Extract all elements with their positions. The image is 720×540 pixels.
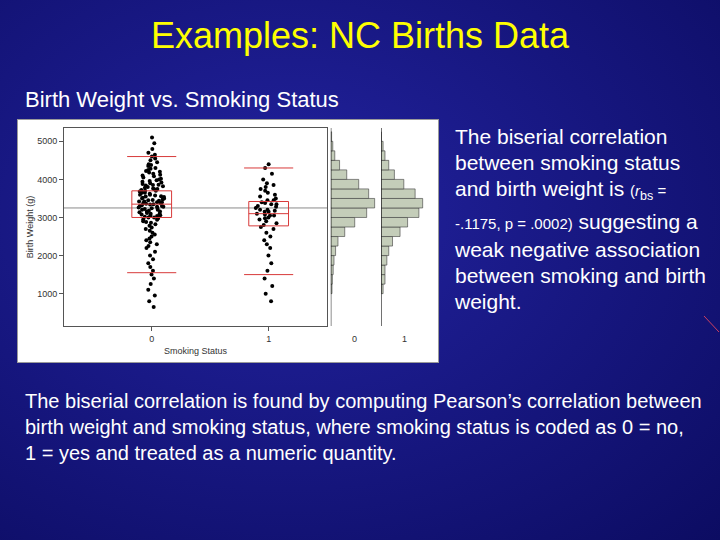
svg-text:2000: 2000 — [37, 251, 57, 261]
svg-text:1: 1 — [402, 334, 407, 344]
svg-text:1000: 1000 — [37, 289, 57, 299]
svg-text:0: 0 — [149, 334, 154, 344]
svg-text:5000: 5000 — [37, 136, 57, 146]
svg-text:Birth Weight (g): Birth Weight (g) — [25, 196, 35, 258]
svg-text:4000: 4000 — [37, 175, 57, 185]
html-text:Birth Weight vs. Smoking Statu: Birth Weight vs. Smoking Status — [25, 87, 339, 112]
html-text:The biserial correlation betwe: The biserial correlation between smoking… — [455, 125, 706, 313]
svg-text:Smoking Status: Smoking Status — [164, 346, 228, 356]
svg-text:1: 1 — [266, 334, 271, 344]
svg-text:0: 0 — [352, 334, 357, 344]
svg-text:3000: 3000 — [37, 213, 57, 223]
html-text:Examples: NC Births Data: Examples: NC Births Data — [150, 15, 570, 56]
html-text:The biserial correlation is fo: The biserial correlation is found by com… — [25, 390, 708, 464]
